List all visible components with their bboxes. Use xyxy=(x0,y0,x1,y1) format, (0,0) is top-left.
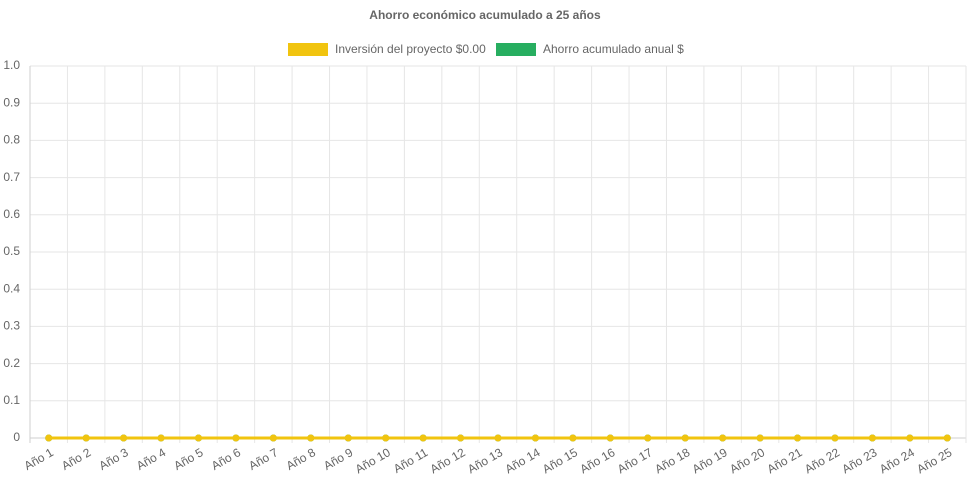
x-tick-label: Año 25 xyxy=(914,445,954,476)
y-tick-label: 0.7 xyxy=(3,170,20,184)
x-tick-label: Año 3 xyxy=(97,445,131,473)
y-tick-label: 0.6 xyxy=(3,207,20,221)
x-tick-label: Año 21 xyxy=(765,445,805,476)
data-point xyxy=(194,434,202,442)
x-tick-label: Año 11 xyxy=(391,445,430,476)
x-tick-label: Año 6 xyxy=(209,445,243,473)
data-point xyxy=(45,434,53,442)
y-tick-label: 0.5 xyxy=(3,244,20,258)
x-tick-label: Año 15 xyxy=(540,445,580,476)
y-tick-label: 0.4 xyxy=(3,281,20,295)
legend-swatch xyxy=(496,43,536,56)
y-tick-label: 0.2 xyxy=(3,356,20,370)
x-tick-label: Año 17 xyxy=(615,445,655,476)
y-tick-label: 0.1 xyxy=(3,393,20,407)
y-tick-label: 0 xyxy=(13,430,20,444)
y-tick-label: 0.3 xyxy=(3,319,20,333)
data-point xyxy=(606,434,614,442)
chart-title: Ahorro económico acumulado a 25 años xyxy=(369,8,601,22)
data-point xyxy=(906,434,914,442)
data-point xyxy=(794,434,802,442)
data-point xyxy=(120,434,128,442)
data-point xyxy=(269,434,277,442)
data-point xyxy=(382,434,390,442)
x-tick-label: Año 10 xyxy=(353,445,393,476)
x-tick-label: Año 16 xyxy=(577,445,617,476)
data-point xyxy=(943,434,951,442)
legend-label: Ahorro acumulado anual $ xyxy=(543,42,684,56)
data-point xyxy=(232,434,240,442)
data-point xyxy=(756,434,764,442)
x-tick-label: Año 4 xyxy=(134,445,168,473)
legend-swatch xyxy=(288,43,328,56)
data-point xyxy=(831,434,839,442)
x-tick-label: Año 19 xyxy=(690,445,730,476)
data-point xyxy=(157,434,165,442)
x-tick-label: Año 5 xyxy=(171,445,205,473)
x-tick-label: Año 9 xyxy=(321,445,355,473)
x-tick-label: Año 8 xyxy=(284,445,318,473)
x-tick-label: Año 23 xyxy=(840,445,880,476)
x-tick-label: Año 2 xyxy=(59,445,93,473)
data-point xyxy=(681,434,689,442)
x-tick-label: Año 24 xyxy=(877,445,917,476)
data-point xyxy=(569,434,577,442)
x-tick-label: Año 20 xyxy=(727,445,767,476)
data-point xyxy=(868,434,876,442)
data-point xyxy=(419,434,427,442)
x-tick-label: Año 1 xyxy=(22,445,56,473)
y-tick-label: 1.0 xyxy=(3,58,20,72)
data-point xyxy=(82,434,90,442)
legend-label: Inversión del proyecto $0.00 xyxy=(335,42,486,56)
x-tick-label: Año 7 xyxy=(246,445,280,473)
data-point xyxy=(494,434,502,442)
data-point xyxy=(531,434,539,442)
x-tick-label: Año 14 xyxy=(503,445,543,476)
x-tick-label: Año 18 xyxy=(652,445,692,476)
data-point xyxy=(307,434,315,442)
x-tick-label: Año 13 xyxy=(465,445,505,476)
y-tick-label: 0.9 xyxy=(3,95,20,109)
data-point xyxy=(719,434,727,442)
y-tick-label: 0.8 xyxy=(3,133,20,147)
data-point xyxy=(344,434,352,442)
x-tick-label: Año 12 xyxy=(428,445,468,476)
data-point xyxy=(457,434,465,442)
data-point xyxy=(644,434,652,442)
x-tick-label: Año 22 xyxy=(802,445,842,476)
